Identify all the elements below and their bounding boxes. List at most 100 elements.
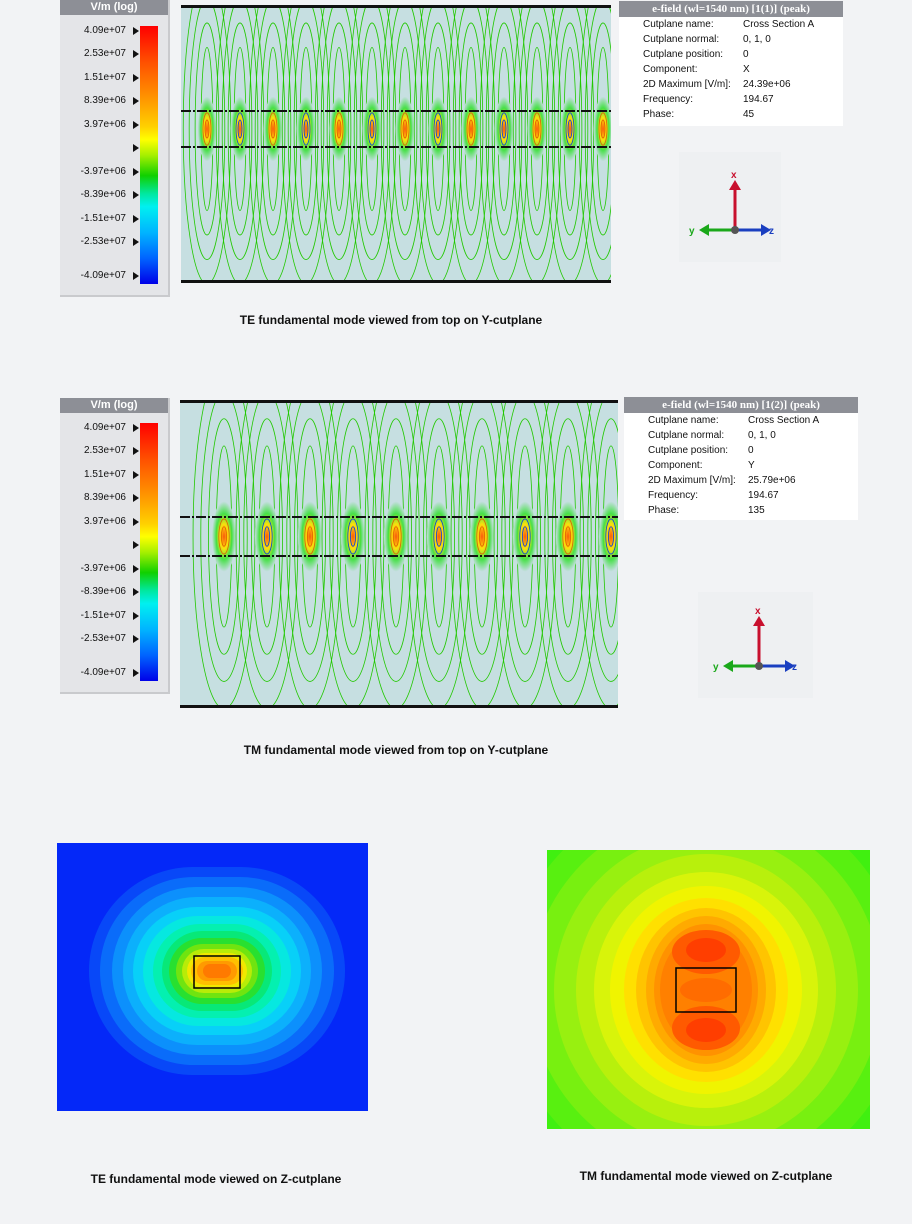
legend-tick-label: -2.53e+07 — [80, 236, 126, 248]
info-row-key: 2D Maximum [V/m]: — [648, 475, 736, 486]
axis-label-y: y — [713, 662, 719, 673]
info-row-key: Phase: — [643, 109, 675, 120]
te-z-cutplane-plot — [57, 843, 368, 1111]
info-row-key: Cutplane name: — [643, 19, 714, 30]
axis-label-x: x — [755, 606, 761, 617]
legend-tick-label: -1.51e+07 — [80, 212, 126, 224]
te-z-cutplane-graphic — [57, 843, 368, 1111]
info-row-value: 24.39e+06 — [743, 79, 791, 90]
legend-tick-label: -8.39e+06 — [80, 189, 126, 201]
info-panel-rows: Cutplane name: Cross Section A Cutplane no… — [619, 17, 843, 122]
info-row-value: 0 — [748, 445, 754, 456]
tm-top-field-plot — [180, 400, 618, 708]
info-row: Cutplane name: Cross Section A — [624, 413, 858, 428]
legend-color-bar — [140, 423, 158, 681]
legend-tick-marker — [133, 494, 139, 503]
info-row-key: Frequency: — [648, 490, 699, 501]
legend-tick-marker — [133, 564, 139, 573]
legend-tick-marker — [133, 470, 139, 479]
tm-field-contours — [180, 403, 618, 705]
info-panel-rows: Cutplane name: Cross Section A Cutplane no… — [624, 413, 858, 518]
info-row-value: 194.67 — [743, 94, 774, 105]
legend-tick-label: 4.09e+07 — [84, 422, 126, 433]
info-row-value: 25.79e+06 — [748, 475, 796, 486]
info-row-value: 45 — [743, 109, 755, 120]
legend-color-bar — [140, 26, 158, 284]
legend-tick-marker — [133, 214, 139, 223]
caption-te-z-cutplane: TE fundamental mode viewed on Z-cutplane — [90, 1172, 342, 1186]
legend-tick-label: 2.53e+07 — [84, 445, 126, 457]
legend-tick-marker — [133, 120, 139, 129]
info-row: Component: X — [619, 62, 843, 77]
caption-tm-y-cutplane: TM fundamental mode viewed from top on Y… — [243, 743, 549, 757]
te-top-field-plot — [181, 5, 611, 283]
info-row-key: Cutplane position: — [648, 445, 729, 456]
legend-tick-marker — [133, 611, 139, 620]
info-row-key: 2D Maximum [V/m]: — [643, 79, 731, 90]
legend-tick-marker — [133, 517, 139, 526]
tm-z-cutplane-plot — [547, 850, 870, 1129]
color-scale-legend: V/m (log) 4.09e+07 2.53e+07 1.51e+07 8.39e+… — [60, 0, 170, 297]
legend-tick-marker — [133, 588, 139, 597]
legend-tick-label: -4.09e+07 — [80, 666, 126, 678]
info-row-value: 0, 1, 0 — [748, 430, 776, 441]
legend-tick-marker — [133, 541, 139, 550]
legend-tick-marker — [133, 97, 139, 106]
legend-tick-marker — [133, 27, 139, 35]
info-row-value: Y — [748, 460, 755, 471]
axis-triad-te: x y z — [679, 152, 781, 262]
info-row-key: Component: — [648, 460, 703, 471]
info-row: Component: Y — [624, 458, 858, 473]
info-row-key: Cutplane normal: — [648, 430, 725, 441]
legend-tick-label: 8.39e+06 — [84, 492, 126, 504]
info-row-key: Cutplane name: — [648, 415, 719, 426]
legend-tick-marker — [133, 238, 139, 247]
info-row-key: Component: — [643, 64, 698, 75]
legend-tick-marker — [133, 191, 139, 200]
color-scale-legend-2: V/m (log) 4.09e+07 2.53e+07 1.51e+07 8.39e+… — [60, 398, 170, 694]
legend-tick-label: -4.09e+07 — [80, 269, 126, 281]
info-row: Phase: 45 — [619, 107, 843, 122]
info-row-value: 0 — [743, 49, 749, 60]
caption-te-y-cutplane: TE fundamental mode viewed from top on Y… — [239, 313, 543, 327]
info-row-key: Cutplane position: — [643, 49, 724, 60]
tm-z-cutplane-graphic — [547, 850, 870, 1129]
info-row-value: X — [743, 64, 750, 75]
axis-triad-graphic: x y z — [713, 606, 797, 673]
legend-tick-label: -3.97e+06 — [80, 562, 126, 574]
te-field-contours — [181, 8, 611, 280]
info-panel-tm: e-field (wl=1540 nm) [1(2)] (peak) Cutpl… — [624, 397, 858, 520]
info-row-value: 0, 1, 0 — [743, 34, 771, 45]
legend-tick-label: 1.51e+07 — [84, 71, 126, 83]
info-panel-title: e-field (wl=1540 nm) [1(1)] (peak) — [619, 1, 843, 17]
info-row-value: 194.67 — [748, 490, 779, 501]
legend-unit: V/m (log) — [60, 398, 168, 413]
legend-tick-label: 1.51e+07 — [84, 468, 126, 480]
info-row: Phase: 135 — [624, 503, 858, 518]
legend-tick-label: 8.39e+06 — [84, 95, 126, 107]
legend-tick-label: -2.53e+07 — [80, 633, 126, 645]
info-row: Cutplane normal: 0, 1, 0 — [619, 32, 843, 47]
legend-tick-marker — [133, 635, 139, 644]
legend-tick-label: 3.97e+06 — [84, 515, 126, 527]
axis-label-z: z — [769, 226, 774, 237]
axis-label-z: z — [792, 662, 797, 673]
legend-tick-marker — [133, 73, 139, 82]
info-row: 2D Maximum [V/m]: 25.79e+06 — [624, 473, 858, 488]
legend-tick-marker — [133, 50, 139, 59]
info-panel-te: e-field (wl=1540 nm) [1(1)] (peak) Cutpl… — [619, 1, 843, 126]
info-row-key: Frequency: — [643, 94, 694, 105]
axis-triad-tm: x y z — [698, 592, 813, 698]
legend-tick-label: 4.09e+07 — [84, 25, 126, 36]
caption-tm-z-cutplane: TM fundamental mode viewed on Z-cutplane — [579, 1169, 833, 1183]
info-panel-title: e-field (wl=1540 nm) [1(2)] (peak) — [624, 397, 858, 413]
info-row: Cutplane name: Cross Section A — [619, 17, 843, 32]
info-row-value: 135 — [748, 505, 765, 516]
axis-label-y: y — [689, 226, 695, 237]
info-row: Cutplane position: 0 — [624, 443, 858, 458]
info-row: Frequency: 194.67 — [619, 92, 843, 107]
legend-tick-marker — [133, 167, 139, 176]
axis-triad-graphic: x y z — [689, 170, 774, 237]
legend-tick-label: -8.39e+06 — [80, 586, 126, 598]
legend-tick-marker — [133, 447, 139, 456]
